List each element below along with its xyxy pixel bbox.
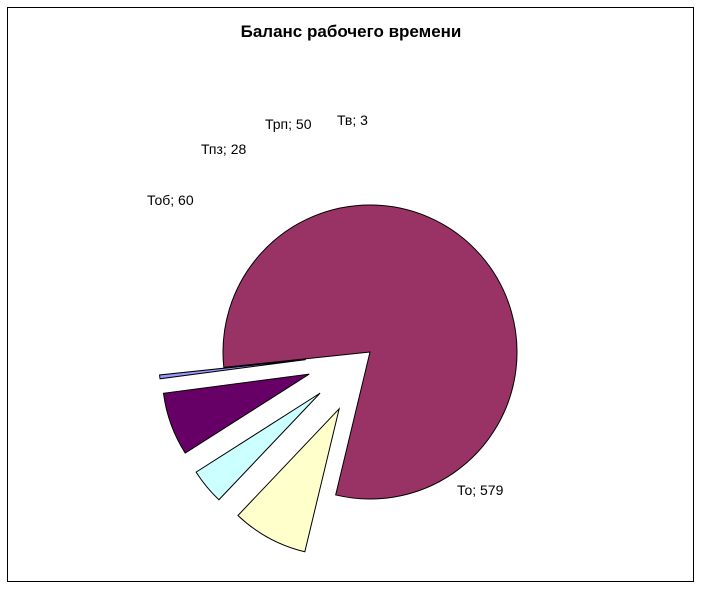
pie-slice-трп bbox=[162, 373, 310, 454]
pie-slice-тпз bbox=[195, 392, 321, 501]
data-label-то: То; 579 bbox=[457, 482, 504, 498]
data-label-тоб: Тоб; 60 bbox=[147, 192, 194, 208]
data-label-тв: Тв; 3 bbox=[337, 112, 368, 128]
data-label-тпз: Тпз; 28 bbox=[201, 141, 247, 157]
pie-slice-тв bbox=[159, 359, 306, 380]
pie-slice-тоб bbox=[237, 407, 341, 553]
pie-slice-то bbox=[222, 204, 518, 500]
chart-title: Баланс рабочего времени bbox=[240, 22, 462, 41]
data-label-трп: Трп; 50 bbox=[265, 116, 312, 132]
